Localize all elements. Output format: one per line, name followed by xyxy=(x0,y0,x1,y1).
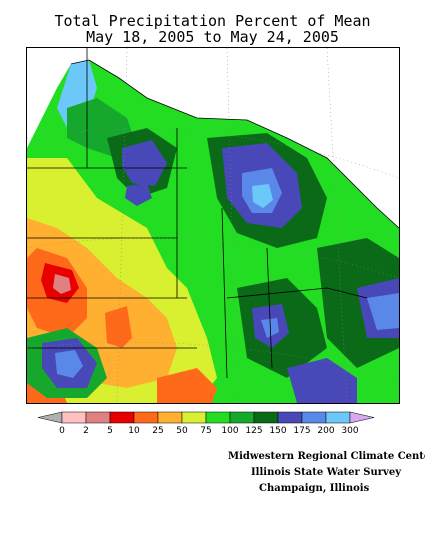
legend-arrow-high xyxy=(349,411,375,424)
legend-label: 150 xyxy=(269,426,287,436)
legend-swatch xyxy=(205,411,231,424)
legend-swatch xyxy=(109,411,135,424)
legend-label: 10 xyxy=(128,426,140,436)
credit-line-2: Illinois State Water Survey xyxy=(251,467,402,478)
legend-swatch xyxy=(253,411,279,424)
credit-line-3: Champaign, Illinois xyxy=(259,483,370,494)
legend-label: 25 xyxy=(152,426,164,436)
precipitation-map xyxy=(26,47,400,404)
legend-arrow-low xyxy=(37,411,63,424)
map-date-range: May 18, 2005 to May 24, 2005 xyxy=(86,28,339,46)
legend-swatch xyxy=(181,411,207,424)
legend-label: 100 xyxy=(221,426,239,436)
legend-swatch xyxy=(277,411,303,424)
legend-swatch xyxy=(61,411,87,424)
legend-swatch xyxy=(229,411,255,424)
legend-label: 200 xyxy=(317,426,335,436)
map-title: Total Precipitation Percent of Mean xyxy=(54,12,371,30)
legend-swatch xyxy=(85,411,111,424)
legend-label: 50 xyxy=(176,426,188,436)
legend-label: 0 xyxy=(59,426,65,436)
legend-label: 75 xyxy=(200,426,212,436)
legend-label: 2 xyxy=(83,426,89,436)
legend-label: 125 xyxy=(245,426,263,436)
legend-swatch xyxy=(325,411,351,424)
color-legend: 0 2 5 10 25 50 75 100 125 150 175 200 300 xyxy=(37,410,386,440)
legend-label: 175 xyxy=(293,426,311,436)
credit-line-1: Midwestern Regional Climate Center xyxy=(228,451,425,462)
legend-swatch xyxy=(301,411,327,424)
legend-label: 5 xyxy=(107,426,113,436)
legend-label: 300 xyxy=(341,426,359,436)
legend-swatch xyxy=(157,411,183,424)
legend-swatch xyxy=(133,411,159,424)
